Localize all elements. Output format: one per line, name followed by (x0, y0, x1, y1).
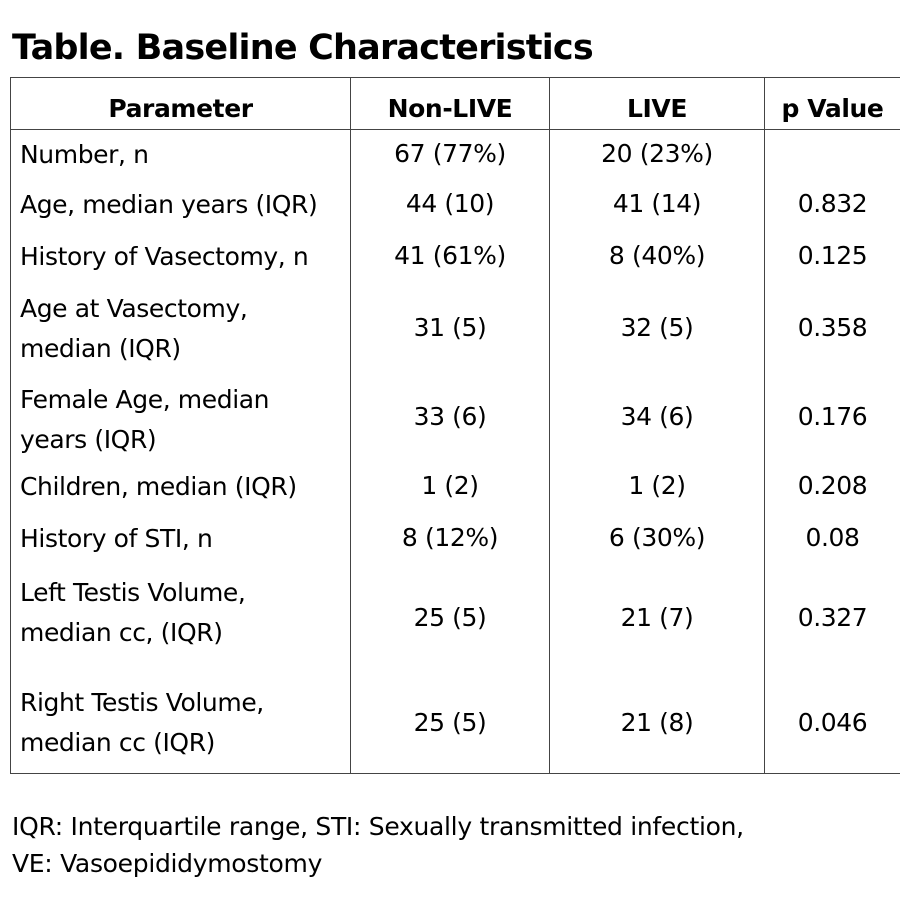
cell-parameter: History of Vasectomy, n (10, 229, 351, 282)
cell-live: 6 (30%) (549, 511, 765, 564)
cell-parameter: Children, median (IQR) (10, 459, 351, 512)
table-row: Left Testis Volume, median cc, (IQR) 25 (5… (10, 563, 900, 672)
cell-p-value (764, 129, 900, 178)
header-non-live: Non-LIVE (350, 77, 550, 130)
footnote-line: VE: Vasoepididymostomy (12, 849, 323, 878)
cell-live: 8 (40%) (549, 229, 765, 282)
parameter-line: years (IQR) (20, 424, 157, 454)
cell-p-value: 0.046 (764, 671, 900, 774)
cell-p-value: 0.832 (764, 177, 900, 230)
cell-parameter: Right Testis Volume, median cc (IQR) (10, 671, 351, 774)
table-header-row: Parameter Non-LIVE LIVE p Value (10, 77, 900, 130)
cell-non-live: 44 (10) (350, 177, 550, 230)
cell-non-live: 1 (2) (350, 459, 550, 512)
cell-non-live: 25 (5) (350, 563, 550, 672)
cell-parameter: Number, n (10, 129, 351, 178)
footnote-line: IQR: Interquartile range, STI: Sexually … (12, 812, 744, 841)
cell-p-value: 0.08 (764, 511, 900, 564)
cell-non-live: 31 (5) (350, 281, 550, 374)
cell-parameter: Female Age, median years (IQR) (10, 373, 351, 460)
parameter-line: Left Testis Volume, (20, 577, 246, 607)
cell-live: 20 (23%) (549, 129, 765, 178)
cell-live: 41 (14) (549, 177, 765, 230)
parameter-line: Right Testis Volume, (20, 688, 264, 718)
cell-parameter: Age at Vasectomy, median (IQR) (10, 281, 351, 374)
parameter-line: Age at Vasectomy, (20, 293, 248, 323)
table-row: Age at Vasectomy, median (IQR) 31 (5) 32 (5… (10, 281, 900, 374)
cell-live: 21 (7) (549, 563, 765, 672)
cell-p-value: 0.358 (764, 281, 900, 374)
parameter-line: median cc, (IQR) (20, 617, 223, 647)
table-row: Right Testis Volume, median cc (IQR) 25 (5… (10, 671, 900, 774)
table-row: Female Age, median years (IQR) 33 (6) 34 (6… (10, 373, 900, 460)
cell-p-value: 0.208 (764, 459, 900, 512)
cell-non-live: 41 (61%) (350, 229, 550, 282)
parameter-line: median (IQR) (20, 333, 181, 363)
parameter-line: History of STI, n (20, 523, 213, 553)
header-live: LIVE (549, 77, 765, 130)
parameter-line: median cc (IQR) (20, 728, 216, 758)
cell-non-live: 33 (6) (350, 373, 550, 460)
cell-live: 21 (8) (549, 671, 765, 774)
cell-non-live: 25 (5) (350, 671, 550, 774)
cell-parameter: Age, median years (IQR) (10, 177, 351, 230)
cell-non-live: 8 (12%) (350, 511, 550, 564)
parameter-line: History of Vasectomy, n (20, 241, 309, 271)
table-body: Number, n 67 (77%) 20 (23%) Age, median yea… (10, 129, 900, 774)
baseline-characteristics-table: Parameter Non-LIVE LIVE p Value Number, … (10, 77, 900, 774)
footnote: IQR: Interquartile range, STI: Sexually … (12, 808, 897, 882)
table-row: Age, median years (IQR) 44 (10) 41 (14) 0.8… (10, 177, 900, 230)
header-parameter: Parameter (10, 77, 351, 130)
table-title: Table. Baseline Characteristics (12, 28, 594, 68)
table-row: Number, n 67 (77%) 20 (23%) (10, 129, 900, 178)
parameter-line: Number, n (20, 139, 149, 169)
cell-live: 34 (6) (549, 373, 765, 460)
cell-parameter: Left Testis Volume, median cc, (IQR) (10, 563, 351, 672)
parameter-line: Age, median years (IQR) (20, 189, 318, 219)
cell-p-value: 0.176 (764, 373, 900, 460)
cell-live: 32 (5) (549, 281, 765, 374)
parameter-line: Children, median (IQR) (20, 471, 297, 501)
table-row: History of STI, n 8 (12%) 6 (30%) 0.08 (10, 511, 900, 564)
cell-p-value: 0.125 (764, 229, 900, 282)
cell-p-value: 0.327 (764, 563, 900, 672)
table-row: History of Vasectomy, n 41 (61%) 8 (40%) 0.… (10, 229, 900, 282)
parameter-line: Female Age, median (20, 384, 270, 414)
cell-live: 1 (2) (549, 459, 765, 512)
cell-parameter: History of STI, n (10, 511, 351, 564)
table-row: Children, median (IQR) 1 (2) 1 (2) 0.208 (10, 459, 900, 512)
cell-non-live: 67 (77%) (350, 129, 550, 178)
header-p-value: p Value (764, 77, 900, 130)
